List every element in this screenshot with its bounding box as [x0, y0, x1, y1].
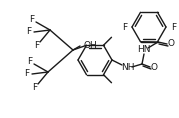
Text: F: F — [122, 23, 127, 32]
Text: F: F — [27, 57, 33, 67]
Text: F: F — [34, 40, 40, 49]
Text: NH: NH — [121, 63, 135, 72]
Text: O: O — [168, 40, 175, 48]
Text: HN: HN — [137, 46, 151, 55]
Text: OH: OH — [83, 40, 97, 49]
Text: O: O — [151, 63, 158, 72]
Text: F: F — [25, 70, 30, 78]
Text: F: F — [29, 15, 35, 25]
Text: F: F — [26, 27, 32, 36]
Text: F: F — [171, 23, 176, 32]
Text: F: F — [32, 82, 38, 91]
